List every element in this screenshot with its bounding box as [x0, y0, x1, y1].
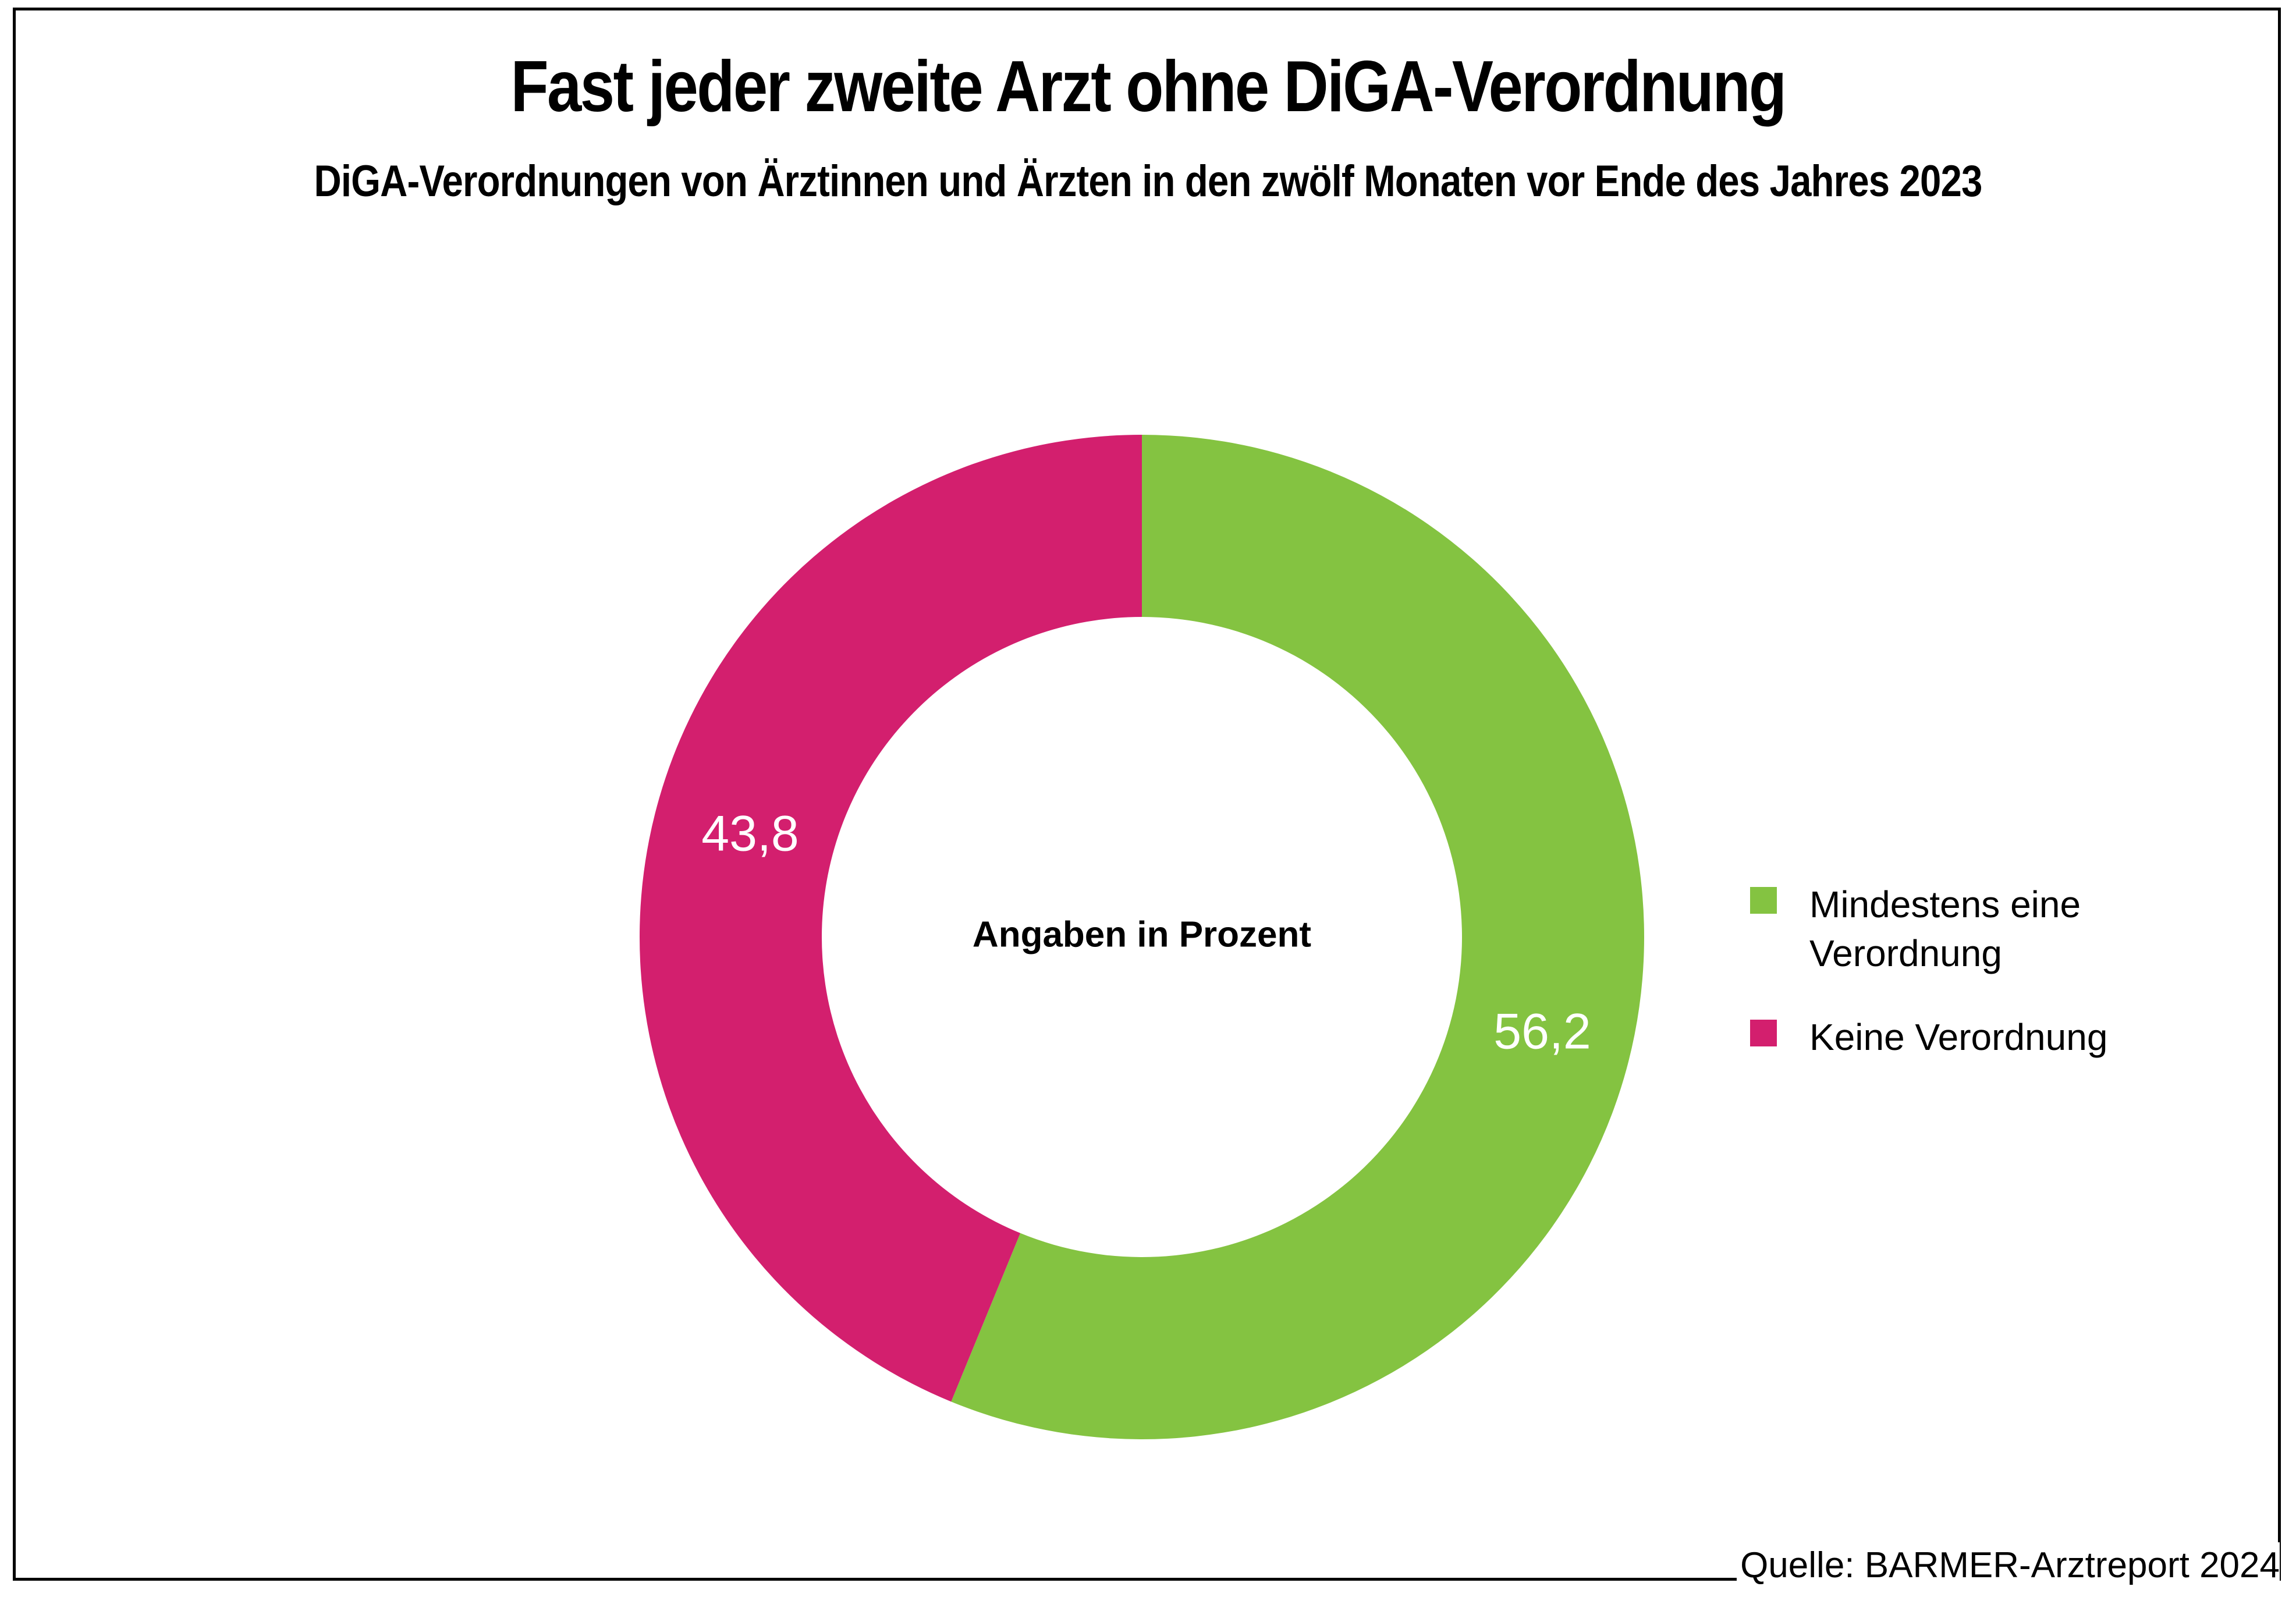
legend-item-mindestens: Mindestens eine Verordnung [1750, 880, 2135, 978]
legend-label: Mindestens eine Verordnung [1809, 883, 2081, 974]
slice-labels: 56,2 43,8 [701, 806, 1591, 1060]
source-note: Quelle: BARMER-Arztreport 2024 [1737, 1542, 2280, 1589]
legend-item-keine: Keine Verordnung [1750, 1013, 2135, 1062]
slice-value-label: 56,2 [1493, 1004, 1591, 1060]
chart-frame [13, 8, 2281, 1581]
center-label: Angaben in Prozent [973, 914, 1311, 954]
legend-swatch-green [1750, 887, 1777, 914]
chart-subtitle: DiGA-Verordnungen von Ärztinnen und Ärzt… [314, 157, 1983, 206]
legend-swatch-magenta [1750, 1020, 1777, 1046]
donut-slices [639, 435, 1644, 1439]
legend: Mindestens eine Verordnung Keine Verordn… [1750, 880, 2135, 1096]
chart-title: Fast jeder zweite Arzt ohne DiGA-Verordn… [510, 47, 1787, 127]
donut-slice-keine-verordnung [639, 435, 1142, 1402]
donut-slice-mindestens-eine-verordnung [951, 435, 1644, 1439]
legend-label: Keine Verordnung [1809, 1016, 2108, 1058]
slice-value-label: 43,8 [701, 806, 799, 862]
